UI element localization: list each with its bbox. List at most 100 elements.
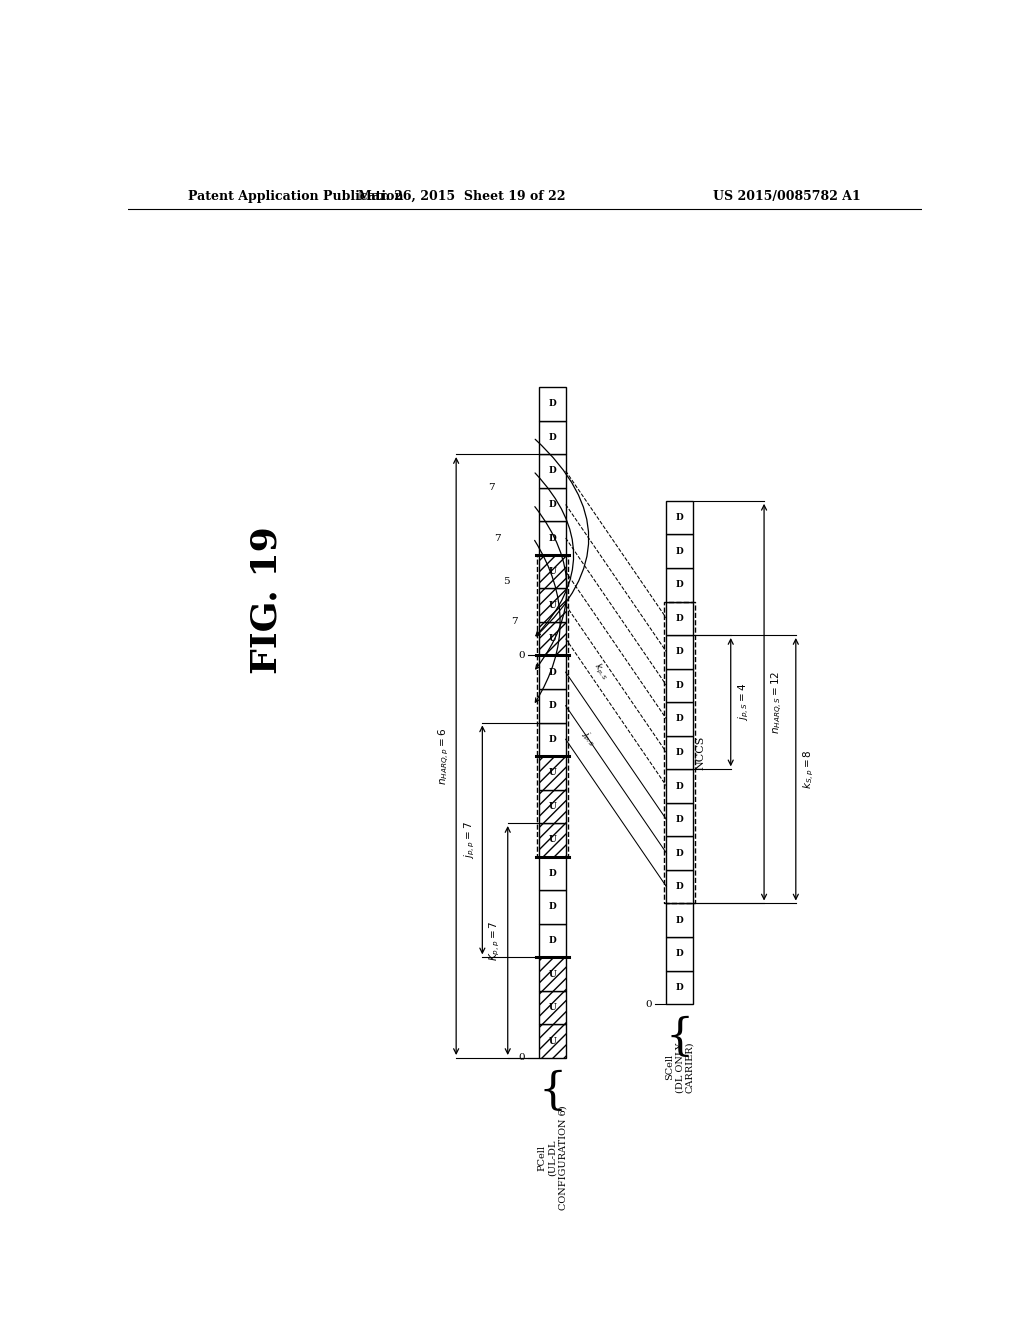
Text: D: D <box>676 916 683 925</box>
Text: $j_{p,S}=4$: $j_{p,S}=4$ <box>736 684 751 721</box>
Text: U: U <box>549 568 556 576</box>
Text: D: D <box>676 546 683 556</box>
Text: U: U <box>549 801 556 810</box>
FancyArrowPatch shape <box>535 507 567 669</box>
Text: 0: 0 <box>645 999 652 1008</box>
Text: D: D <box>676 849 683 858</box>
Text: D: D <box>676 614 683 623</box>
Text: $j_{p,p}=7$: $j_{p,p}=7$ <box>463 821 477 859</box>
Bar <box>540 554 565 589</box>
FancyArrowPatch shape <box>536 440 589 636</box>
Bar <box>540 722 565 756</box>
Text: U: U <box>549 1003 556 1012</box>
Bar <box>667 702 692 735</box>
Bar <box>540 689 565 722</box>
Text: D: D <box>549 735 556 743</box>
Text: 5: 5 <box>503 577 510 586</box>
Text: D: D <box>676 983 683 991</box>
Bar <box>540 957 565 991</box>
Text: 0: 0 <box>518 651 525 660</box>
Text: PCell
(UL-DL
CONFIGURATION 6): PCell (UL-DL CONFIGURATION 6) <box>538 1106 567 1210</box>
Text: SCell
(DL ONLY
CARRIER): SCell (DL ONLY CARRIER) <box>665 1041 694 1093</box>
Bar <box>667 803 692 837</box>
Text: 7: 7 <box>511 618 517 627</box>
Text: D: D <box>676 714 683 723</box>
Bar <box>667 937 692 970</box>
Bar <box>667 870 692 903</box>
Text: $n_{HARQ,S}=12$: $n_{HARQ,S}=12$ <box>770 671 784 734</box>
Text: NCCS: NCCS <box>696 735 706 770</box>
Text: $n_{HARQ,p}=6$: $n_{HARQ,p}=6$ <box>436 727 451 784</box>
Bar <box>540 991 565 1024</box>
Bar <box>540 857 565 890</box>
Bar <box>667 602 692 635</box>
Text: D: D <box>676 647 683 656</box>
Bar <box>538 554 568 857</box>
Text: U: U <box>549 634 556 643</box>
Bar <box>540 656 565 689</box>
Text: D: D <box>549 533 556 543</box>
Bar <box>667 770 692 803</box>
Bar <box>540 589 565 622</box>
Text: D: D <box>676 681 683 690</box>
Text: U: U <box>549 768 556 777</box>
Text: D: D <box>676 814 683 824</box>
Text: D: D <box>676 513 683 523</box>
Bar <box>667 735 692 770</box>
Bar <box>540 454 565 487</box>
Text: US 2015/0085782 A1: US 2015/0085782 A1 <box>713 190 860 202</box>
Text: D: D <box>549 400 556 408</box>
Text: 7: 7 <box>488 483 496 492</box>
Text: $k_{S,p}=8$: $k_{S,p}=8$ <box>802 750 816 789</box>
Text: $k_{p,S}$: $k_{p,S}$ <box>590 661 610 684</box>
Text: D: D <box>549 668 556 677</box>
Bar <box>540 622 565 656</box>
Text: D: D <box>676 781 683 791</box>
Text: D: D <box>549 903 556 912</box>
Text: U: U <box>549 1036 556 1045</box>
Text: D: D <box>549 466 556 475</box>
Text: Mar. 26, 2015  Sheet 19 of 22: Mar. 26, 2015 Sheet 19 of 22 <box>357 190 565 202</box>
Text: {: { <box>539 1071 566 1113</box>
Bar <box>540 756 565 789</box>
Bar <box>667 837 692 870</box>
Bar <box>667 500 692 535</box>
Text: FIG. 19: FIG. 19 <box>250 527 284 675</box>
Bar <box>540 521 565 554</box>
Text: D: D <box>549 936 556 945</box>
Bar <box>667 669 692 702</box>
Text: D: D <box>676 882 683 891</box>
Text: 7: 7 <box>495 533 501 543</box>
Bar <box>540 487 565 521</box>
Bar <box>540 1024 565 1057</box>
Text: D: D <box>549 701 556 710</box>
Text: U: U <box>549 836 556 845</box>
Text: D: D <box>676 581 683 589</box>
Bar <box>540 924 565 957</box>
Text: D: D <box>676 748 683 756</box>
Bar <box>667 903 692 937</box>
Text: D: D <box>549 869 556 878</box>
Bar <box>540 824 565 857</box>
Text: $K_{p,p}=7$: $K_{p,p}=7$ <box>487 920 502 961</box>
Text: U: U <box>549 970 556 978</box>
Bar <box>665 602 695 903</box>
Bar <box>540 421 565 454</box>
Text: {: { <box>666 1016 693 1060</box>
Bar <box>540 789 565 824</box>
FancyArrowPatch shape <box>536 473 573 636</box>
Text: Patent Application Publication: Patent Application Publication <box>187 190 403 202</box>
Text: D: D <box>549 500 556 510</box>
Bar <box>540 387 565 421</box>
Text: 0: 0 <box>518 1053 525 1063</box>
Bar <box>540 890 565 924</box>
Text: U: U <box>549 601 556 610</box>
Bar <box>667 970 692 1005</box>
Bar <box>667 568 692 602</box>
Text: D: D <box>676 949 683 958</box>
Text: $j_{p,S}$: $j_{p,S}$ <box>579 729 598 750</box>
Bar <box>667 535 692 568</box>
FancyArrowPatch shape <box>535 540 560 702</box>
Text: D: D <box>549 433 556 442</box>
Bar <box>667 635 692 669</box>
